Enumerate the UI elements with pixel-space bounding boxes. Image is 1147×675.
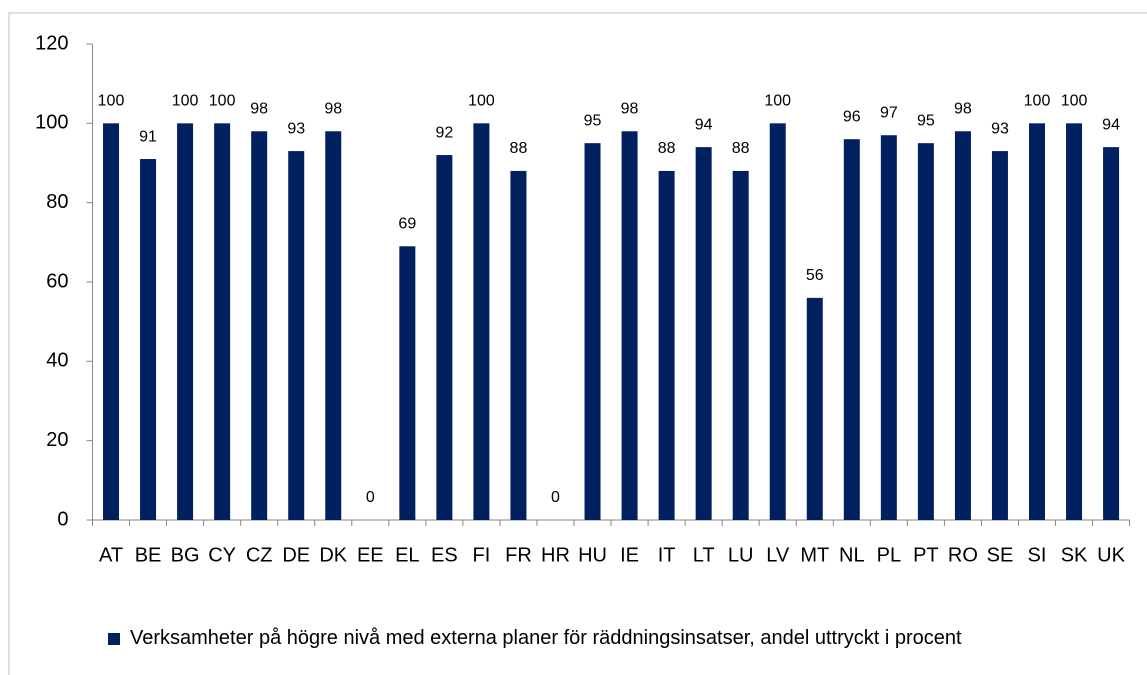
x-tick-label: FR <box>505 544 532 566</box>
data-label: 0 <box>551 489 560 506</box>
legend-key <box>108 633 120 645</box>
x-tick-label: CY <box>208 544 236 566</box>
data-label: 95 <box>917 112 935 129</box>
data-label: 93 <box>287 120 305 137</box>
data-label: 98 <box>324 100 342 117</box>
data-label: 95 <box>584 112 602 129</box>
data-label: 96 <box>843 108 861 125</box>
bar <box>695 147 712 520</box>
y-tick-label: 100 <box>35 112 68 134</box>
bar <box>954 131 971 520</box>
data-label: 88 <box>732 140 750 157</box>
data-label: 94 <box>695 116 713 133</box>
data-label: 56 <box>806 267 824 284</box>
x-tick-label: EL <box>395 544 419 566</box>
x-tick-label: PT <box>913 544 939 566</box>
x-tick-label: AT <box>99 544 123 566</box>
data-label: 0 <box>366 489 375 506</box>
data-label: 69 <box>398 216 416 233</box>
x-tick-label: SI <box>1028 544 1047 566</box>
data-label: 98 <box>250 100 268 117</box>
x-tick-label: CZ <box>246 544 273 566</box>
x-tick-label: MT <box>800 544 829 566</box>
data-label: 88 <box>658 140 676 157</box>
x-tick-label: FI <box>473 544 491 566</box>
data-label: 94 <box>1102 116 1120 133</box>
bar <box>584 143 601 520</box>
bar <box>843 139 860 520</box>
legend-label: Verksamheter på högre nivå med externa p… <box>130 627 962 649</box>
x-tick-label: BG <box>171 544 200 566</box>
bar <box>103 123 120 520</box>
bar <box>732 170 749 520</box>
data-label: 100 <box>209 93 236 110</box>
bar <box>436 155 453 521</box>
data-label: 100 <box>1024 93 1051 110</box>
bar <box>991 151 1008 520</box>
y-tick-label: 0 <box>57 508 68 530</box>
x-tick-label: SE <box>987 544 1014 566</box>
x-tick-label: EE <box>357 544 384 566</box>
x-tick-label: HR <box>541 544 570 566</box>
x-tick-label: IE <box>620 544 639 566</box>
bar <box>399 246 416 521</box>
data-label: 98 <box>954 100 972 117</box>
bar <box>288 151 305 520</box>
data-label: 100 <box>1061 93 1088 110</box>
bar <box>177 123 194 520</box>
data-label: 100 <box>764 93 791 110</box>
data-label: 100 <box>98 93 125 110</box>
data-label: 98 <box>621 100 639 117</box>
data-label: 100 <box>468 93 495 110</box>
chart-border <box>8 12 1147 675</box>
bar <box>769 123 786 520</box>
x-tick-label: RO <box>948 544 978 566</box>
bar <box>1103 147 1120 520</box>
bar <box>251 131 268 520</box>
bar <box>658 170 675 520</box>
bar <box>806 297 823 520</box>
data-label: 91 <box>139 128 157 145</box>
x-tick-label: NL <box>839 544 865 566</box>
data-label: 97 <box>880 104 898 121</box>
x-tick-label: LV <box>766 544 790 566</box>
bar <box>510 170 527 520</box>
bar <box>473 123 490 520</box>
x-tick-label: ES <box>431 544 458 566</box>
bar <box>880 135 897 520</box>
x-tick-label: LT <box>693 544 715 566</box>
y-tick-label: 20 <box>46 429 68 451</box>
x-tick-label: HU <box>578 544 607 566</box>
bar <box>917 143 934 520</box>
x-tick-label: BE <box>135 544 162 566</box>
bar <box>1066 123 1083 520</box>
x-tick-label: DE <box>282 544 310 566</box>
bar <box>621 131 638 520</box>
data-label: 100 <box>172 93 199 110</box>
y-tick-label: 40 <box>46 350 68 372</box>
y-tick-label: 60 <box>46 270 68 292</box>
data-label: 88 <box>510 140 528 157</box>
bar <box>140 159 157 521</box>
x-tick-label: PL <box>877 544 901 566</box>
x-tick-label: UK <box>1097 544 1125 566</box>
bar <box>214 123 231 520</box>
y-tick-label: 80 <box>46 191 68 213</box>
data-label: 93 <box>991 120 1009 137</box>
data-label: 92 <box>435 124 453 141</box>
x-tick-label: LU <box>728 544 754 566</box>
bar <box>325 131 342 520</box>
x-tick-label: IT <box>658 544 676 566</box>
x-tick-label: SK <box>1061 544 1088 566</box>
bar <box>1029 123 1046 520</box>
x-tick-label: DK <box>319 544 347 566</box>
y-tick-label: 120 <box>35 32 68 54</box>
